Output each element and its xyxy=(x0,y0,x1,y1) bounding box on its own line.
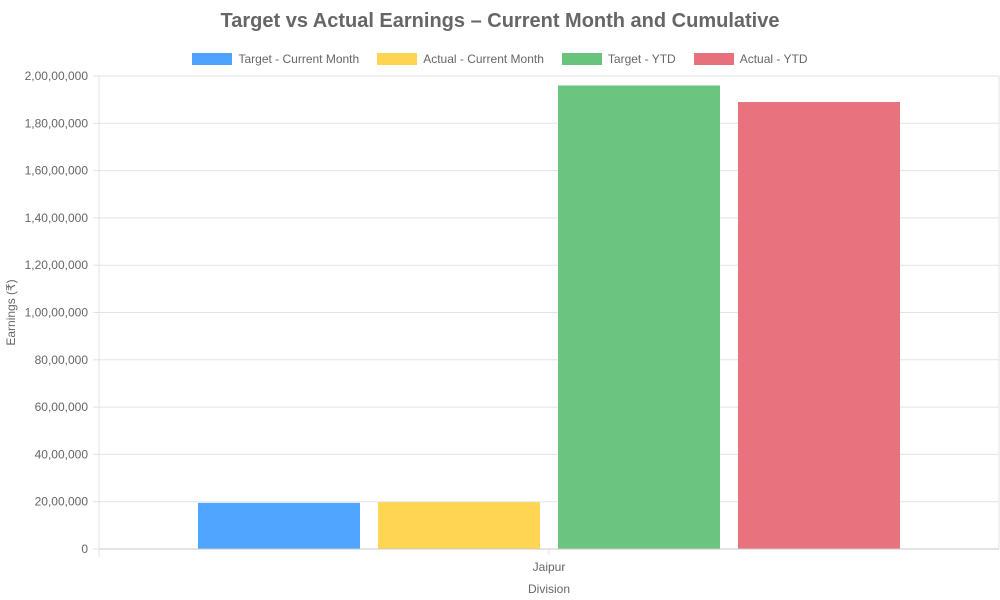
legend-label: Target - Current Month xyxy=(238,52,360,66)
bars xyxy=(198,85,900,550)
chart-legend: Target - Current Month Actual - Current … xyxy=(0,52,1000,66)
y-tick-label: 0 xyxy=(81,542,88,556)
y-axis-label: Earnings (₹) xyxy=(4,279,18,345)
x-axis-label: Division xyxy=(528,582,570,596)
legend-swatch xyxy=(693,53,734,65)
legend-swatch xyxy=(377,53,418,65)
y-tick-label: 1,20,00,000 xyxy=(25,258,89,272)
y-tick-label: 40,00,000 xyxy=(35,447,89,461)
legend-swatch xyxy=(192,53,233,65)
legend-item-target-ytd[interactable]: Target - YTD xyxy=(558,52,680,66)
legend-item-actual-current-month[interactable]: Actual - Current Month xyxy=(373,52,548,66)
legend-label: Actual - Current Month xyxy=(423,52,544,66)
y-tick-labels: 0 20,00,000 40,00,000 60,00,000 80,00,000 1,0… xyxy=(25,69,89,556)
legend-label: Actual - YTD xyxy=(739,52,808,66)
y-tick-label: 80,00,000 xyxy=(35,353,89,367)
x-tick-label: Jaipur xyxy=(533,560,566,574)
y-tick-label: 1,80,00,000 xyxy=(25,116,89,130)
legend-swatch xyxy=(561,53,602,65)
y-tick-label: 1,40,00,000 xyxy=(25,211,89,225)
y-tick-label: 60,00,000 xyxy=(35,400,89,414)
chart-title: Target vs Actual Earnings – Current Mont… xyxy=(220,10,780,32)
legend-item-target-current-month[interactable]: Target - Current Month xyxy=(188,52,363,66)
bar-target-current-month[interactable] xyxy=(198,502,360,549)
legend-item-actual-ytd[interactable]: Actual - YTD xyxy=(690,52,812,66)
x-tick-labels: Jaipur xyxy=(533,549,566,574)
bar-target-ytd[interactable] xyxy=(558,85,720,550)
y-tick-label: 1,60,00,000 xyxy=(25,164,89,178)
y-tick-label: 2,00,00,000 xyxy=(25,69,89,83)
legend-label: Target - YTD xyxy=(607,52,676,66)
y-tick-label: 20,00,000 xyxy=(35,495,89,509)
bar-actual-ytd[interactable] xyxy=(738,102,900,549)
y-tick-label: 1,00,00,000 xyxy=(25,306,89,320)
bar-actual-current-month[interactable] xyxy=(378,502,540,549)
